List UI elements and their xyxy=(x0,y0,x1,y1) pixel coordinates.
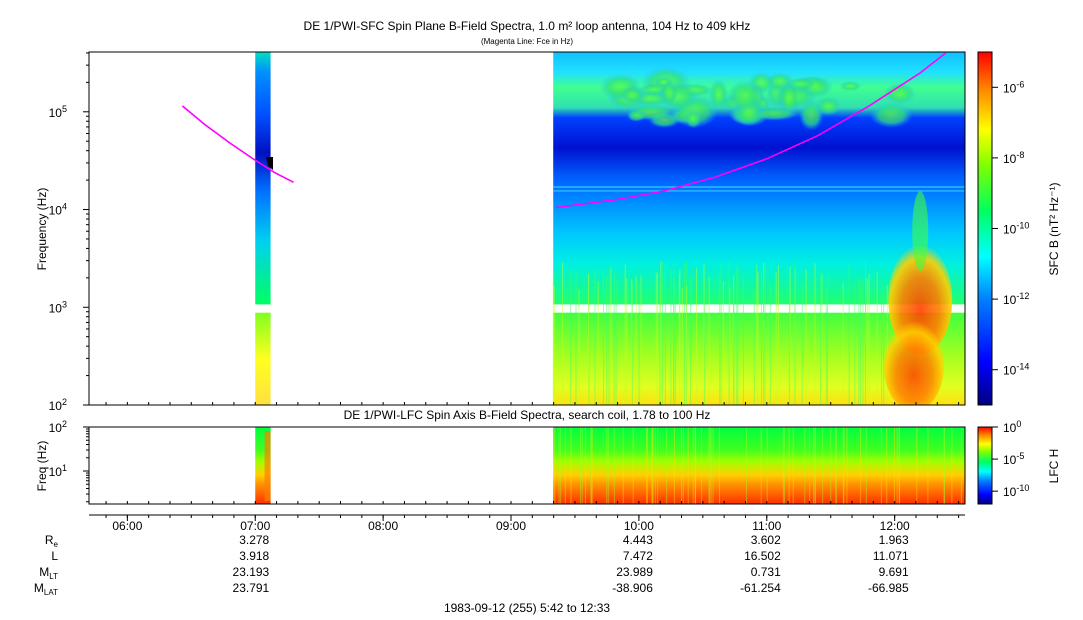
ephemeris-value: 9.691 xyxy=(879,565,909,579)
x-tick-label: 10:00 xyxy=(624,519,654,533)
colorbar-tick-label: 100 xyxy=(1003,419,1021,435)
colorbar-tick-label: 10-10 xyxy=(1003,483,1029,499)
lfc-y-axis-label: Freq (Hz) xyxy=(35,441,49,492)
colorbar-tick-label: 10-10 xyxy=(1003,221,1029,237)
x-tick-label: 08:00 xyxy=(368,519,398,533)
x-tick-label: 07:00 xyxy=(240,519,270,533)
fce-line-1 xyxy=(181,105,294,184)
sfc-colorbar-label: SFC B (nT² Hz⁻¹) xyxy=(1047,183,1061,276)
ephemeris-value: 4.443 xyxy=(623,533,653,547)
colorbar-tick-label: 10-5 xyxy=(1003,451,1024,467)
sfc-y-tick-label: 102 xyxy=(49,397,67,413)
fce-line-group xyxy=(181,52,947,209)
sfc-y-axis-label: Frequency (Hz) xyxy=(35,188,49,271)
emission-patch xyxy=(727,79,763,112)
ephemeris-value: 3.602 xyxy=(751,533,781,547)
sfc-plot-area xyxy=(88,51,966,406)
sfc-subtitle: (Magenta Line: Fce in Hz) xyxy=(481,37,573,46)
lfc-colorbar: 100 10-5 10-10 LFC H xyxy=(977,419,1061,505)
sfc-spectrogram-image xyxy=(255,52,965,405)
emission-patch xyxy=(815,96,842,116)
x-tick-label: 11:00 xyxy=(752,519,781,533)
footer-date-range: 1983-09-12 (255) 5:42 to 12:33 xyxy=(444,601,610,615)
ephemeris-row-label: MLAT xyxy=(34,581,58,597)
ephemeris-value: 11.071 xyxy=(873,549,909,563)
sfc-colorbar: 10-6 10-8 10-10 10-12 10-14 SFC B (nT² Hz⁻¹) xyxy=(977,51,1061,406)
emission-patch xyxy=(912,191,929,272)
emission-patch xyxy=(660,80,678,106)
colorbar-tick-label: 10-12 xyxy=(1003,291,1029,307)
emission-patch xyxy=(620,86,645,104)
ephemeris-value: -38.906 xyxy=(612,581,653,595)
lfc-plot-area xyxy=(88,426,966,505)
emission-patch xyxy=(626,110,646,122)
ephemeris-value: 23.791 xyxy=(233,581,270,595)
fce-line-2 xyxy=(555,52,947,209)
ephemeris-row-label: L xyxy=(51,549,58,563)
lfc-y-tick-label: 102 xyxy=(49,419,67,435)
data-marker xyxy=(266,157,273,170)
ephemeris-value: -61.254 xyxy=(740,581,781,595)
emission-patch xyxy=(685,109,702,129)
ephemeris-value: 3.918 xyxy=(239,549,269,563)
colorbar-tick-label: 10-8 xyxy=(1003,150,1024,166)
emission-patch xyxy=(839,81,862,92)
ephemeris-value: 23.193 xyxy=(233,565,270,579)
sfc-y-tick-label: 103 xyxy=(49,299,67,315)
ephemeris-value: 7.472 xyxy=(623,549,653,563)
ephemeris-value: 16.502 xyxy=(744,549,781,563)
emission-patch xyxy=(751,107,798,121)
lfc-colorbar-label: LFC H xyxy=(1047,449,1061,484)
emission-patch xyxy=(785,77,816,91)
ephemeris-value: -66.985 xyxy=(868,581,909,595)
emission-patch xyxy=(883,82,916,105)
x-tick-label: 09:00 xyxy=(496,519,526,533)
lfc-y-tick-label: 101 xyxy=(49,463,67,479)
chorus-emission-low xyxy=(883,321,944,405)
ephemeris-row-label: Re xyxy=(45,533,59,549)
ephemeris-row-label: MLT xyxy=(39,565,58,581)
lfc-spectrogram-image xyxy=(255,427,965,504)
x-tick-label: 12:00 xyxy=(880,519,910,533)
lfc-hot-column xyxy=(264,431,271,501)
x-tick-label: 06:00 xyxy=(112,519,142,533)
colorbar-tick-label: 10-6 xyxy=(1003,79,1024,95)
sfc-title: DE 1/PWI-SFC Spin Plane B-Field Spectra,… xyxy=(304,19,751,33)
lfc-title: DE 1/PWI-LFC Spin Axis B-Field Spectra, … xyxy=(344,408,711,422)
ephemeris-value: 1.963 xyxy=(879,533,909,547)
ephemeris-value: 3.278 xyxy=(239,533,269,547)
sfc-y-tick-label: 104 xyxy=(49,202,67,218)
colorbar-tick-label: 10-14 xyxy=(1003,362,1029,378)
emission-patch xyxy=(869,102,913,128)
ephemeris-value: 23.989 xyxy=(616,565,653,579)
emission-patch xyxy=(779,81,799,116)
sfc-y-tick-label: 105 xyxy=(49,104,67,120)
ephemeris-value: 0.731 xyxy=(751,565,781,579)
